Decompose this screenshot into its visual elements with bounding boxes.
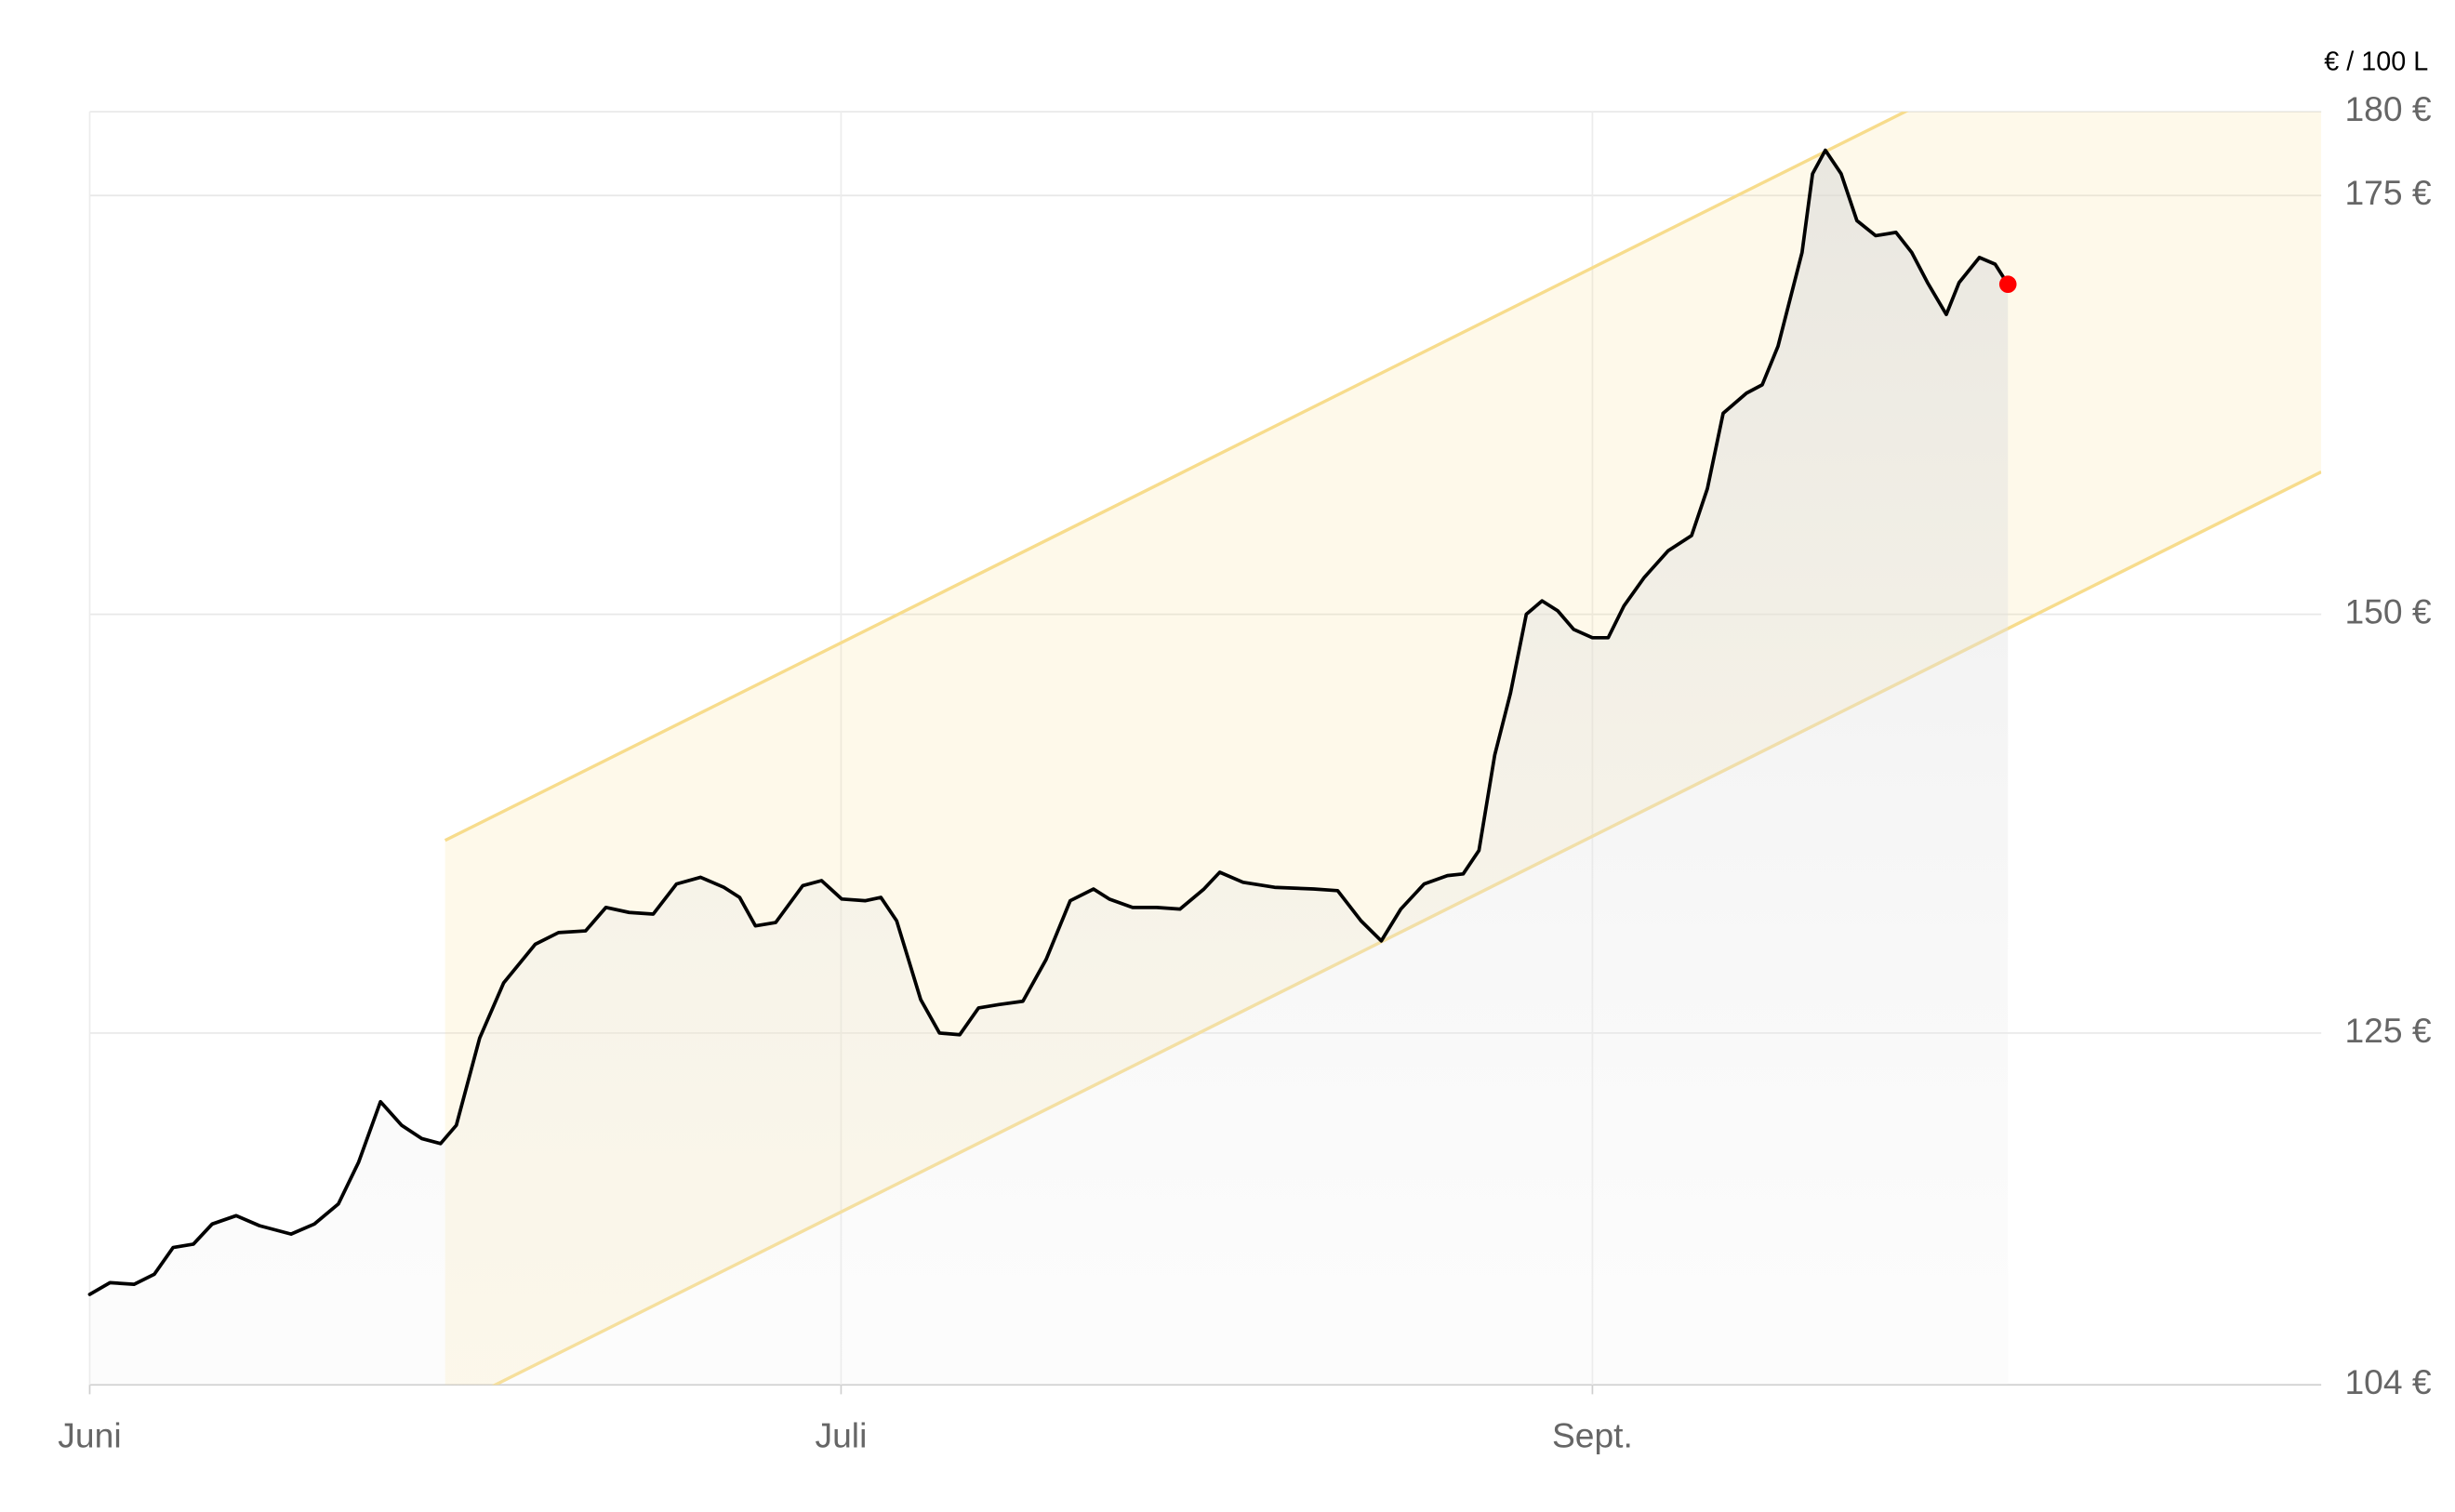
y-tick-label: 125 € bbox=[2344, 1011, 2431, 1050]
x-tick-label: Juni bbox=[58, 1416, 121, 1455]
line bbox=[87, 148, 2010, 1296]
x-tick-label: Juli bbox=[816, 1416, 868, 1455]
y-tick-label: 175 € bbox=[2344, 173, 2431, 212]
y-tick-label: 104 € bbox=[2344, 1362, 2431, 1401]
unit-label: € / 100 L bbox=[2324, 46, 2428, 76]
line-area bbox=[89, 150, 2009, 1386]
y-tick-label: 180 € bbox=[2344, 89, 2431, 128]
band-upper bbox=[444, 112, 1909, 842]
last-point bbox=[1998, 275, 2017, 294]
y-tick-label: 150 € bbox=[2344, 591, 2431, 630]
x-tick-label: Sept. bbox=[1552, 1416, 1633, 1455]
